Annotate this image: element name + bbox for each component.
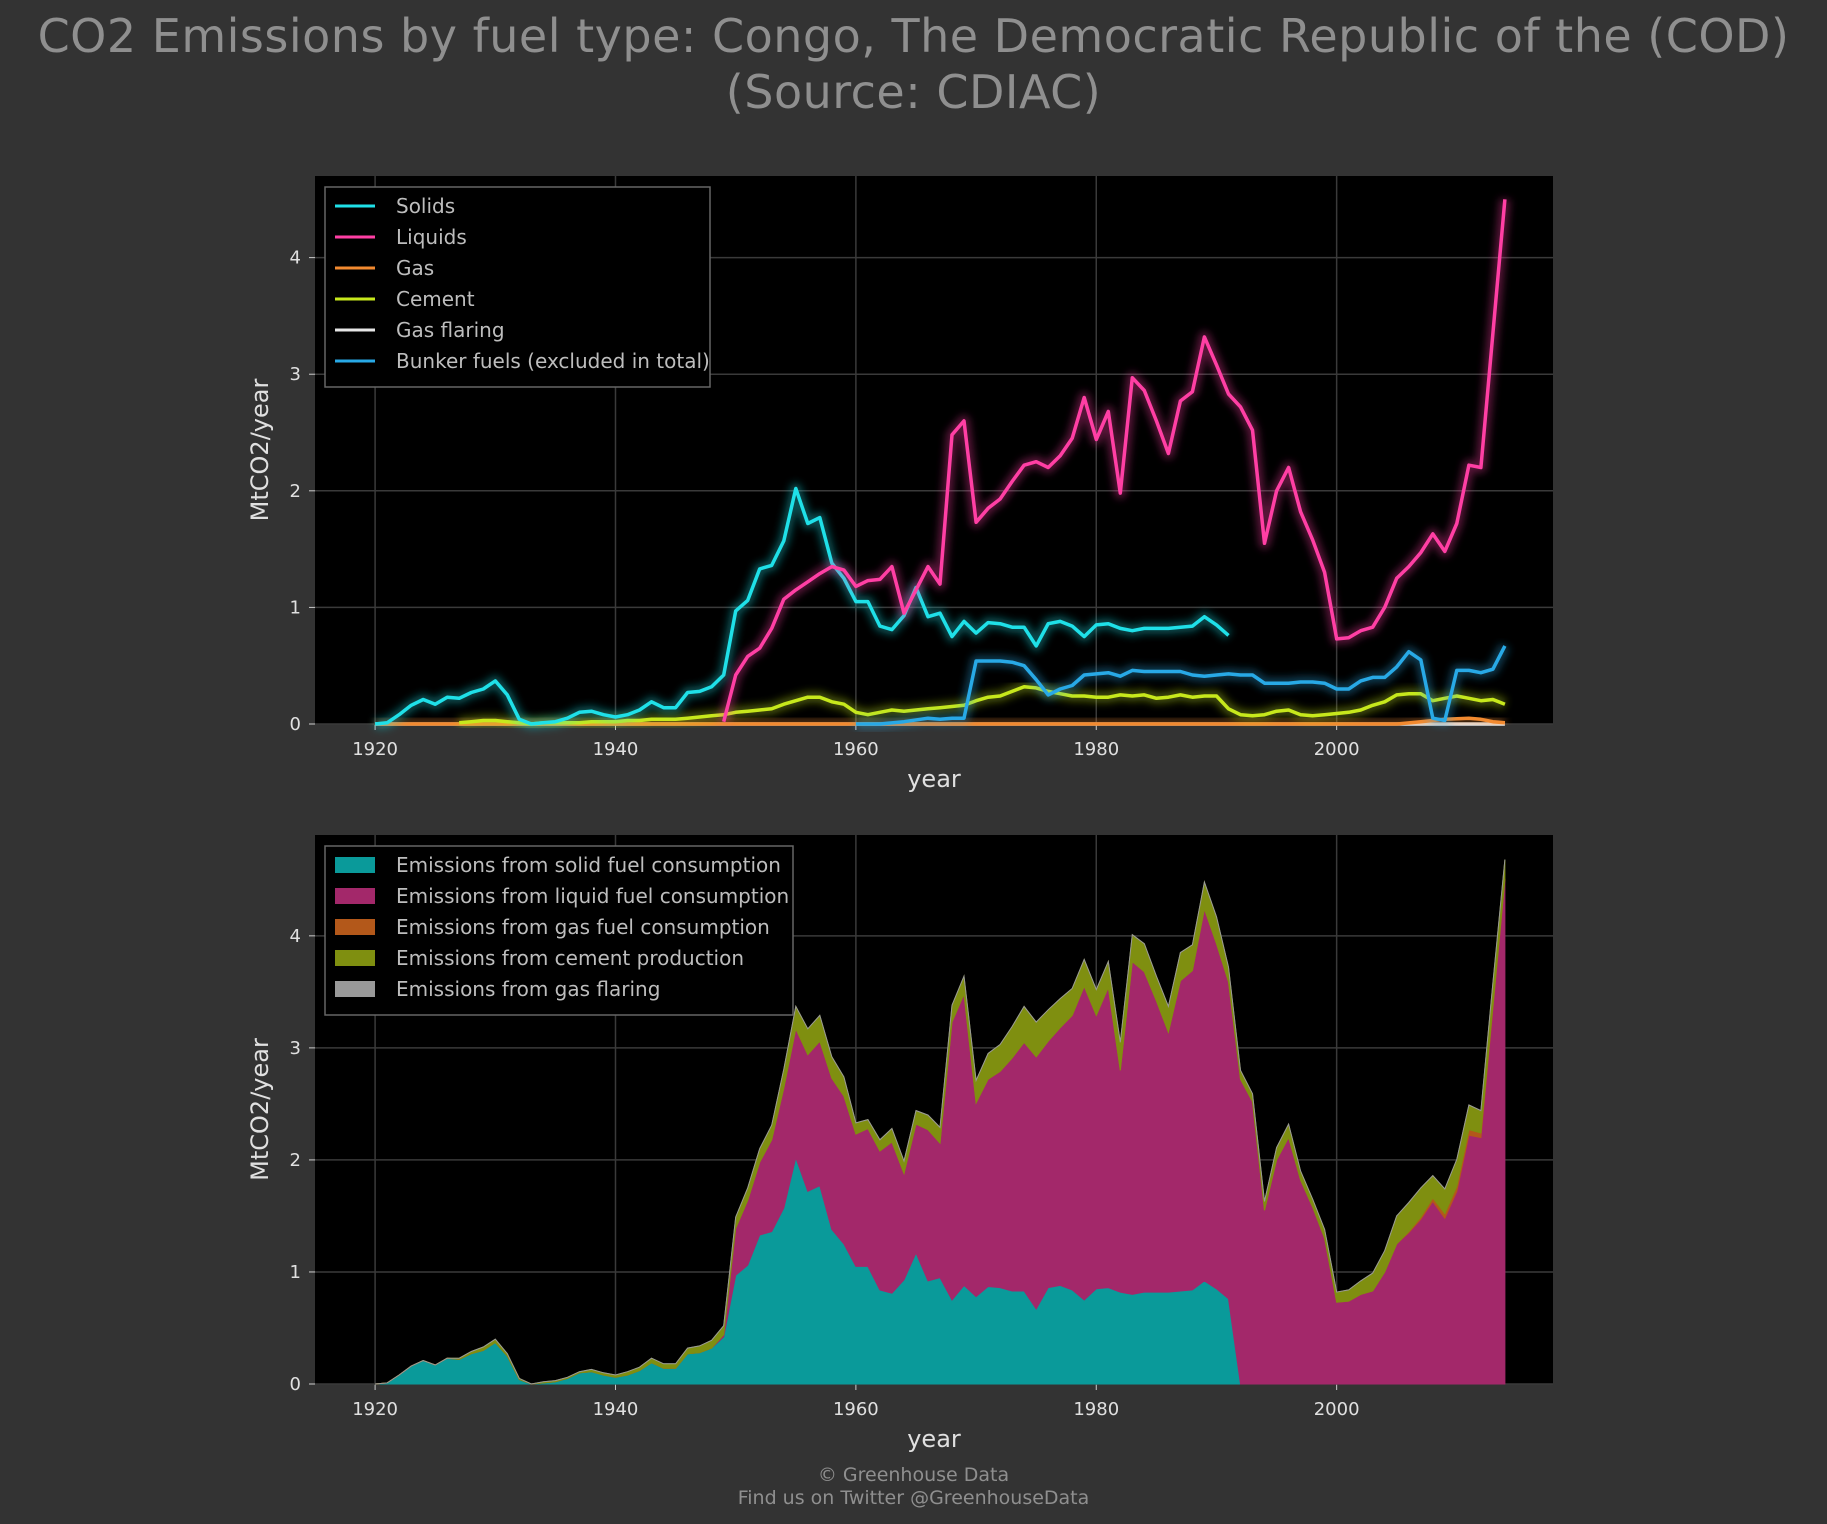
chart1-tick-label-x: 2000 [1314,739,1360,760]
chart1-legend-label-solids: Solids [396,194,455,218]
chart1-ylabel: MtCO2/year [246,379,274,522]
chart2-tick-label-x: 1920 [352,1399,398,1420]
chart2-tick-label-x: 1980 [1073,1399,1119,1420]
chart2-legend-label-emissions-from-gas-flaring: Emissions from gas flaring [396,977,660,1001]
chart1-legend-label-liquids: Liquids [396,225,467,249]
chart2-legend-swatch-emissions-from-liquid-fuel-consumption [335,888,375,904]
chart1-legend-box [324,186,711,388]
series-line-solids [374,486,1230,726]
chart1-tick-label-x: 1940 [593,739,639,760]
area-emissions-from-gas-flaring [375,859,1506,1385]
chart2-tick-label-y: 3 [290,1038,301,1059]
chart1-tick-label-x: 1920 [352,739,398,760]
chart2-tick-label-y: 4 [290,926,301,947]
chart2-legend-label-emissions-from-solid-fuel-consumption: Emissions from solid fuel consumption [396,853,781,877]
line-chart: 1920 1940 1960 1980 2000 0 1 2 3 4 year MtCO2/year S… [246,176,1553,793]
chart2-tick-label-y: 0 [290,1374,301,1395]
chart1-tick-label-y: 3 [290,364,301,385]
chart2-tick-label-x: 1960 [833,1399,879,1420]
chart1-legend-label-gas-flaring: Gas flaring [396,318,505,342]
footer-copyright: © Greenhouse Data [817,1464,1010,1486]
chart2-tick-label-x: 2000 [1314,1399,1360,1420]
chart-title-line1: CO2 Emissions by fuel type: Congo, The D… [37,9,1790,63]
chart-title: CO2 Emissions by fuel type: Congo, The D… [0,8,1827,120]
chart1-tick-label-x: 1960 [833,739,879,760]
chart2-tick-label-y: 1 [290,1262,301,1283]
chart1-tick-label-y: 0 [290,714,301,735]
chart2-legend-swatch-emissions-from-solid-fuel-consumption [335,857,375,873]
chart2-legend-label-emissions-from-liquid-fuel-consumption: Emissions from liquid fuel consumption [396,884,789,908]
series-line-cement [459,684,1506,726]
chart1-xlabel: year [907,765,961,793]
series-line-bunker-fuels-excluded-in-total [855,645,1507,726]
chart2-legend-box [324,845,794,1016]
chart2-legend-swatch-emissions-from-gas-flaring [335,981,375,997]
footer-credits: © Greenhouse Data Find us on Twitter @Gr… [0,1464,1827,1510]
chart1-tick-label-y: 2 [290,481,301,502]
chart-title-line2: (Source: CDIAC) [725,65,1102,119]
chart1-tick-label-x: 1980 [1073,739,1119,760]
series-line-liquids [722,199,1507,723]
chart2-xlabel: year [907,1425,961,1453]
chart1-legend-label-cement: Cement [396,287,475,311]
chart2-legend-swatch-emissions-from-cement-production [335,950,375,966]
chart1-tick-label-y: 4 [290,248,301,269]
chart2-ylabel: MtCO2/year [246,1038,274,1181]
chart2-legend-swatch-emissions-from-gas-fuel-consumption [335,919,375,935]
chart2-legend-label-emissions-from-gas-fuel-consumption: Emissions from gas fuel consumption [396,915,770,939]
chart2-legend-label-emissions-from-cement-production: Emissions from cement production [396,946,744,970]
chart1-legend-label-gas: Gas [396,256,434,280]
chart2-tick-label-x: 1940 [593,1399,639,1420]
chart1-tick-label-y: 1 [290,597,301,618]
chart1-legend-label-bunker-fuels-excluded-in-total: Bunker fuels (excluded in total) [396,349,710,373]
stacked-area-chart: 1920 1940 1960 1980 2000 0 1 2 3 4 year MtCO2/year E… [246,835,1553,1453]
chart2-tick-label-y: 2 [290,1150,301,1171]
footer-twitter: Find us on Twitter @GreenhouseData [737,1487,1090,1509]
